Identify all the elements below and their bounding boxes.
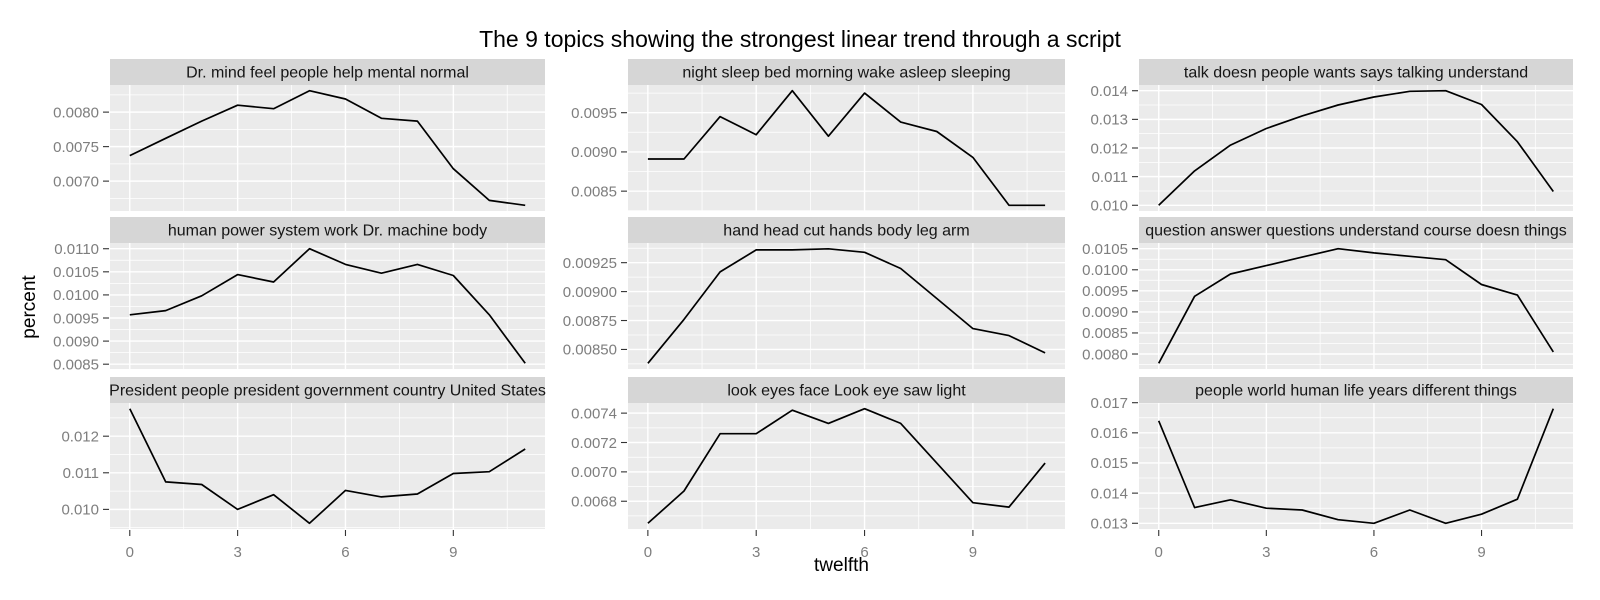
facet-strip (628, 59, 1065, 85)
x-axis-title: twelfth (814, 555, 869, 576)
y-tick-label: 0.014 (1090, 83, 1128, 100)
facet-panel (110, 403, 545, 529)
facet-strip (1139, 217, 1573, 243)
y-tick-label: 0.0105 (53, 264, 99, 281)
y-tick-label: 0.0090 (1082, 304, 1128, 321)
trend-line (647, 89, 1046, 207)
facet-panel (110, 243, 545, 369)
facet-panel (628, 403, 1065, 529)
chart-title: The 9 topics showing the strongest linea… (479, 26, 1121, 52)
facet-strip-title: hand head cut hands body leg arm (723, 223, 969, 240)
y-tick-label: 0.017 (1090, 395, 1128, 412)
facet-panel (1139, 243, 1573, 369)
x-tick-label: 6 (860, 544, 868, 561)
trend-line (1158, 89, 1554, 206)
y-tick-label: 0.013 (1090, 516, 1128, 533)
y-tick-label: 0.016 (1090, 425, 1128, 442)
y-tick-label: 0.0074 (571, 405, 617, 422)
y-tick-label: 0.0095 (53, 310, 99, 327)
x-tick-label: 3 (233, 544, 241, 561)
facet-strip-title: human power system work Dr. machine body (168, 223, 487, 240)
facet-strip-title: night sleep bed morning wake asleep slee… (682, 65, 1010, 82)
y-tick-label: 0.014 (1090, 485, 1128, 502)
trend-line (1157, 408, 1555, 525)
x-tick-label: 6 (341, 544, 349, 561)
y-tick-label: 0.0085 (1082, 325, 1128, 342)
trend-line (1157, 247, 1555, 364)
y-tick-label: 0.0068 (571, 493, 617, 510)
facet-strip (110, 217, 545, 243)
facet-panel (1139, 403, 1573, 529)
y-tick-label: 0.0080 (53, 104, 99, 121)
trend-line (129, 89, 526, 207)
y-axis-title: percent (19, 275, 40, 339)
x-tick-label: 0 (126, 544, 134, 561)
y-tick-label: 0.012 (1090, 140, 1128, 157)
facet-strip-title: Dr. mind feel people help mental normal (186, 65, 469, 82)
y-tick-label: 0.0070 (571, 464, 617, 481)
y-tick-label: 0.00875 (563, 313, 617, 330)
y-tick-label: 0.0072 (571, 435, 617, 452)
x-tick-label: 9 (1477, 544, 1485, 561)
y-tick-label: 0.015 (1090, 455, 1128, 472)
facet-strip (1139, 59, 1573, 85)
y-tick-label: 0.0090 (571, 144, 617, 161)
y-tick-label: 0.0085 (571, 183, 617, 200)
trend-line (129, 408, 526, 525)
facet-strip-title: look eyes face Look eye saw light (727, 383, 966, 400)
x-tick-label: 0 (1155, 544, 1163, 561)
x-tick-label: 6 (1370, 544, 1378, 561)
trend-line (647, 247, 1046, 364)
y-tick-label: 0.0090 (53, 333, 99, 350)
y-tick-label: 0.011 (63, 465, 99, 482)
y-tick-label: 0.012 (61, 428, 99, 445)
x-tick-label: 9 (969, 544, 977, 561)
y-tick-label: 0.00900 (563, 284, 617, 301)
x-tick-label: 0 (644, 544, 652, 561)
facet-strip (628, 377, 1065, 403)
x-tick-label: 9 (449, 544, 457, 561)
facet-strip (628, 217, 1065, 243)
y-tick-label: 0.0095 (1082, 283, 1128, 300)
y-tick-label: 0.0075 (53, 139, 99, 156)
y-tick-label: 0.00925 (563, 255, 617, 272)
y-tick-label: 0.013 (1090, 112, 1128, 129)
facet-panel (110, 85, 545, 211)
x-tick-label: 3 (1262, 544, 1270, 561)
y-tick-label: 0.0100 (1082, 262, 1128, 279)
y-tick-label: 0.0080 (1082, 346, 1128, 363)
y-tick-label: 0.0085 (53, 356, 99, 373)
y-tick-label: 0.00850 (563, 342, 617, 359)
y-tick-label: 0.0105 (1082, 241, 1128, 258)
y-tick-label: 0.010 (1090, 198, 1128, 215)
facet-strip (110, 59, 545, 85)
trend-line (647, 407, 1046, 524)
y-tick-label: 0.0070 (53, 173, 99, 190)
facet-strip-title: President people president government co… (109, 383, 546, 400)
facet-strip (1139, 377, 1573, 403)
facet-panel (628, 85, 1065, 211)
y-tick-label: 0.0110 (54, 241, 99, 258)
facet-strip-title: question answer questions understand cou… (1145, 223, 1567, 240)
y-tick-label: 0.010 (61, 502, 99, 519)
y-tick-label: 0.011 (1092, 169, 1128, 186)
facet-strip-title: talk doesn people wants says talking und… (1184, 65, 1528, 82)
y-tick-label: 0.0095 (571, 105, 617, 122)
trend-line (129, 247, 526, 364)
facet-strip (110, 377, 545, 403)
y-tick-label: 0.0100 (53, 287, 99, 304)
x-tick-label: 3 (752, 544, 760, 561)
facet-strip-title: people world human life years different … (1195, 383, 1517, 400)
